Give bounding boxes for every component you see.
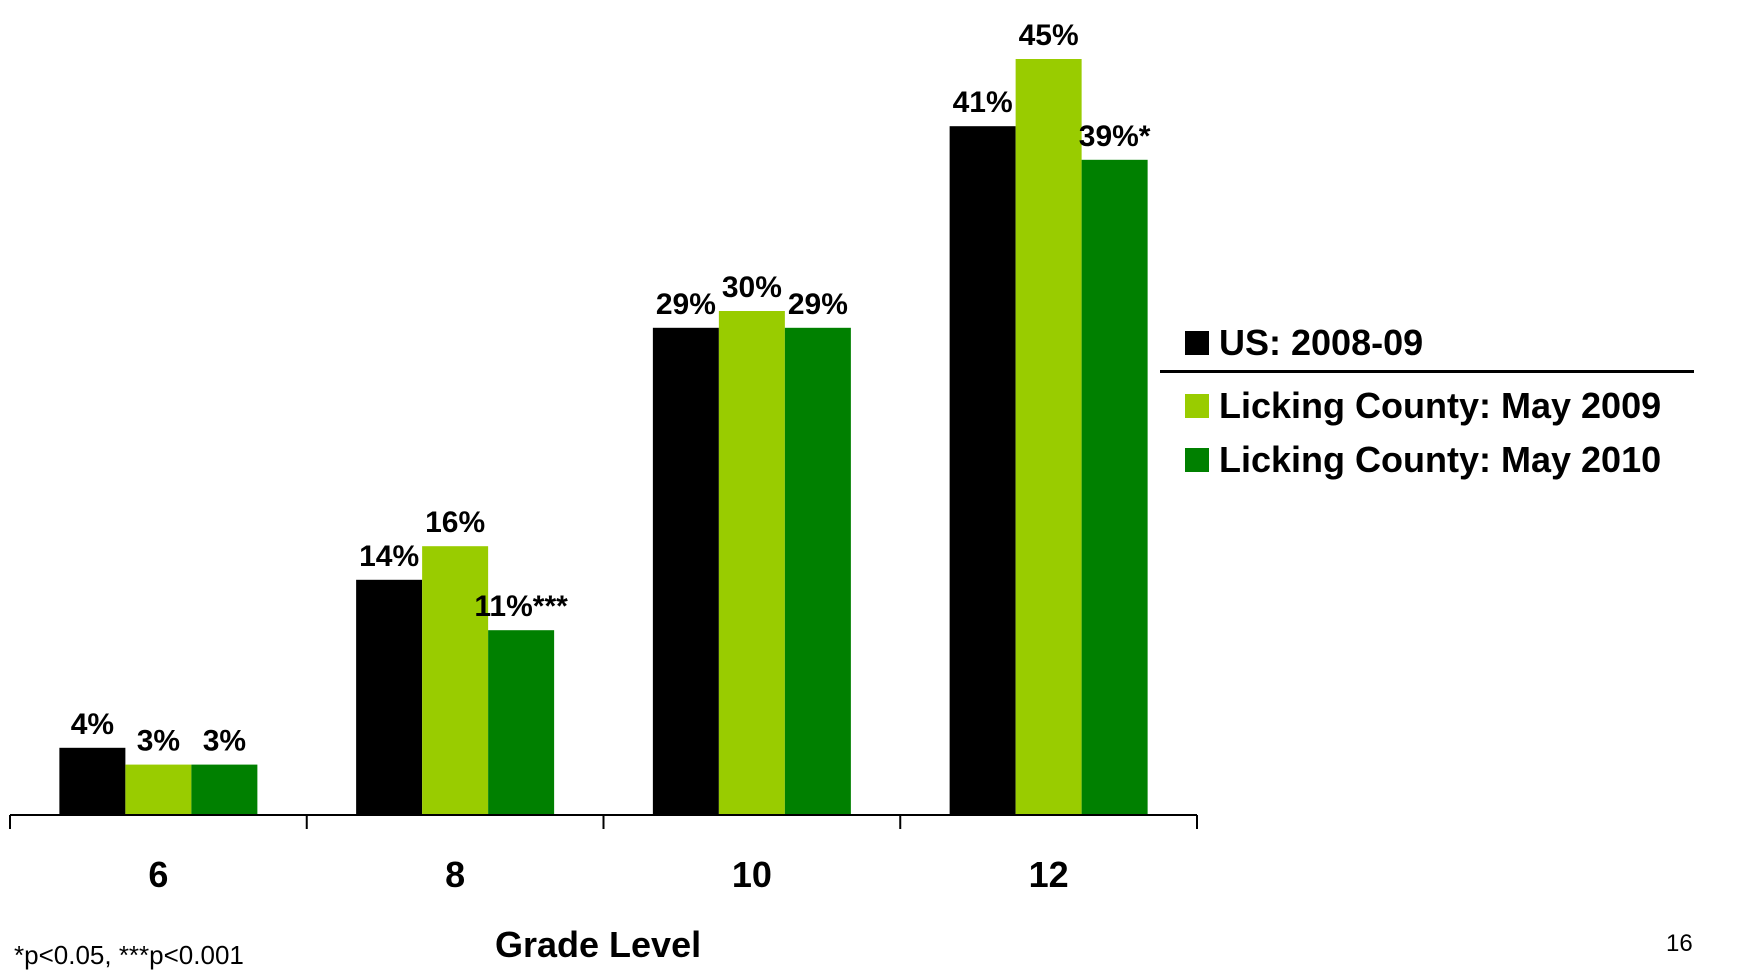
legend-swatch-licking-2009 xyxy=(1185,394,1209,418)
x-axis-title: Grade Level xyxy=(495,924,702,965)
x-tick-label-8: 8 xyxy=(445,854,465,895)
data-label-2-grade-8: 16% xyxy=(425,506,485,539)
data-label-2-grade-10: 30% xyxy=(722,271,782,304)
bar-labels-group: 4% 3% 3% 14%16% 11%*** 29%30%29% 41% 45% 39%* xyxy=(71,19,1151,758)
data-label-1-grade-10: 29% xyxy=(656,288,716,321)
legend-divider xyxy=(1160,370,1694,373)
bar-2-grade-12 xyxy=(1015,59,1082,815)
bar-3-grade-6 xyxy=(191,764,258,815)
data-label-1-grade-6: 4% xyxy=(71,708,114,741)
data-label-3-grade-12: 39%* xyxy=(1079,120,1151,153)
x-tick-label-12: 12 xyxy=(1029,854,1069,895)
legend-swatch-us xyxy=(1185,331,1209,355)
bars-group xyxy=(59,59,1148,816)
bar-3-grade-10 xyxy=(784,327,851,815)
data-label-1-grade-8: 14% xyxy=(359,540,419,573)
significance-footnote: *p<0.05, ***p<0.001 xyxy=(14,940,244,970)
legend-swatch-licking-2010 xyxy=(1185,448,1209,472)
bar-1-grade-10 xyxy=(652,327,719,815)
legend-label-us: US: 2008-09 xyxy=(1219,322,1424,363)
legend-label-licking-2009: Licking County: May 2009 xyxy=(1219,385,1662,426)
x-tick-label-6: 6 xyxy=(148,854,168,895)
bar-2-grade-8 xyxy=(422,546,489,815)
legend: US: 2008-09 Licking County: May 2009 Lic… xyxy=(1160,316,1694,487)
legend-label-licking-2010: Licking County: May 2010 xyxy=(1219,439,1662,480)
legend-item-licking-2010: Licking County: May 2010 xyxy=(1185,433,1694,487)
x-axis: 6 8 10 12 xyxy=(9,814,1198,895)
data-label-2-grade-12: 45% xyxy=(1019,19,1079,52)
data-label-2-grade-6: 3% xyxy=(137,725,180,758)
bar-1-grade-6 xyxy=(59,747,126,815)
bar-3-grade-12 xyxy=(1081,159,1148,816)
legend-item-us: US: 2008-09 xyxy=(1185,316,1694,370)
data-label-3-grade-6: 3% xyxy=(203,725,246,758)
bar-1-grade-8 xyxy=(356,579,423,815)
bar-2-grade-6 xyxy=(125,764,192,815)
bar-2-grade-10 xyxy=(718,311,785,815)
data-label-1-grade-12: 41% xyxy=(953,86,1013,119)
data-label-3-grade-8: 11%*** xyxy=(474,590,568,623)
x-tick-label-10: 10 xyxy=(732,854,772,895)
data-label-3-grade-10: 29% xyxy=(788,288,848,321)
bar-3-grade-8 xyxy=(488,630,555,815)
bar-1-grade-12 xyxy=(949,126,1016,815)
legend-item-licking-2009: Licking County: May 2009 xyxy=(1185,379,1694,433)
page-number: 16 xyxy=(1666,930,1693,957)
